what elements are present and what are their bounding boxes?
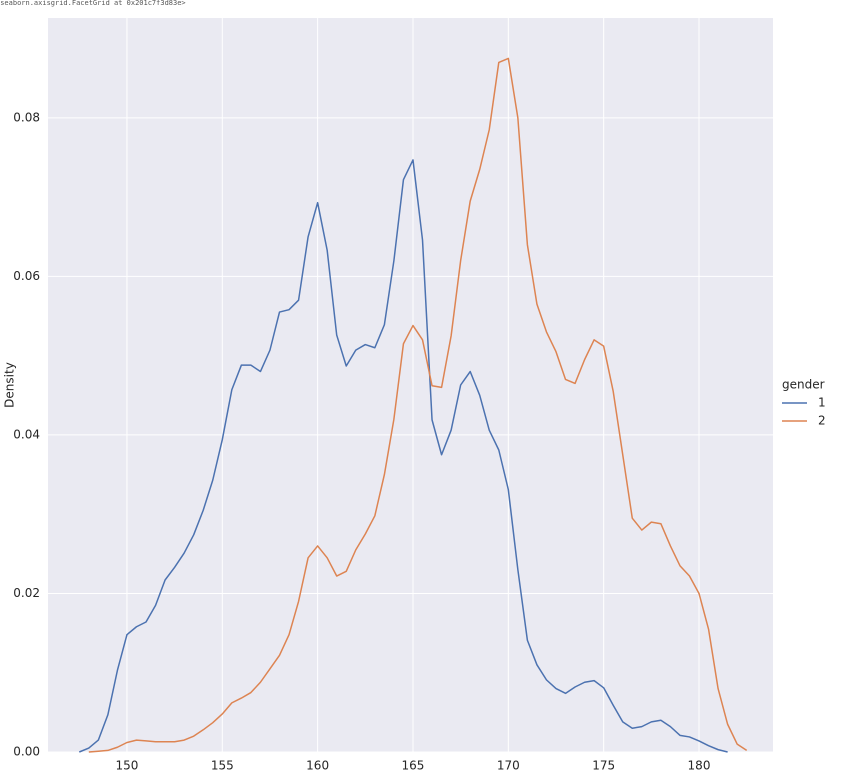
legend-label: 1 <box>818 396 826 410</box>
x-tick-label: 180 <box>688 759 711 773</box>
x-tick-label: 160 <box>306 759 329 773</box>
y-tick-label: 0.06 <box>13 269 40 283</box>
legend-title: gender <box>782 378 825 392</box>
x-tick-label: 170 <box>497 759 520 773</box>
y-tick-label: 0.04 <box>13 427 40 441</box>
density-line <box>88 57 748 753</box>
plot-background <box>48 18 773 752</box>
x-tick-label: 175 <box>592 759 615 773</box>
x-tick-label: 155 <box>211 759 234 773</box>
y-axis-label: Density <box>3 362 17 408</box>
y-tick-label: 0.02 <box>13 586 40 600</box>
x-tick-label: 165 <box>402 759 425 773</box>
density-line <box>78 159 728 753</box>
x-tick-label: 150 <box>115 759 138 773</box>
header-text: <seaborn.axisgrid.FacetGrid at 0x201c7f3… <box>0 0 186 7</box>
y-tick-label: 0.08 <box>13 110 40 124</box>
y-tick-label: 0.00 <box>13 745 40 759</box>
legend-label: 2 <box>818 414 826 428</box>
